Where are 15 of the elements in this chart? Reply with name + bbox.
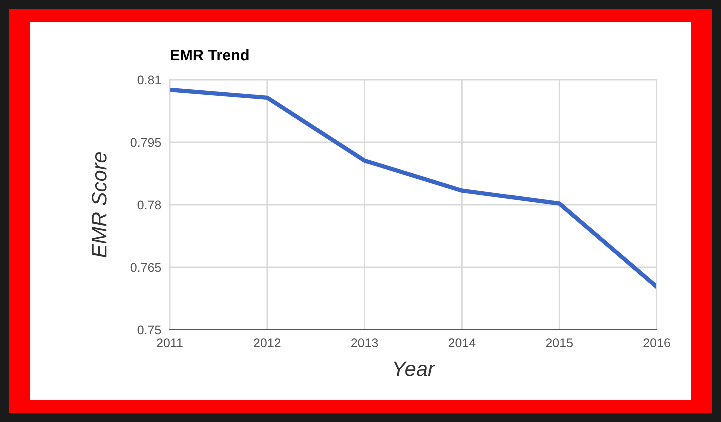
x-tick-label: 2014 (448, 338, 476, 348)
chart-title: EMR Trend (171, 49, 249, 61)
x-axis-title: Year (394, 362, 436, 376)
y-tick-label: 0.78 (138, 200, 162, 210)
x-tick-label: 2012 (254, 338, 281, 348)
y-tick-label: 0.765 (130, 263, 162, 272)
x-tick-label: 2016 (644, 338, 670, 348)
line-series (170, 88, 657, 290)
y-tick-label: 0.795 (130, 138, 162, 148)
y-axis-title: EMR Score (92, 152, 107, 258)
x-tick-label: 2013 (352, 338, 378, 348)
y-tick-label: 0.81 (138, 76, 162, 85)
x-tick-label: 2011 (157, 338, 183, 348)
y-tick-label: 0.75 (138, 326, 162, 335)
x-tick-label: 2015 (546, 338, 573, 348)
